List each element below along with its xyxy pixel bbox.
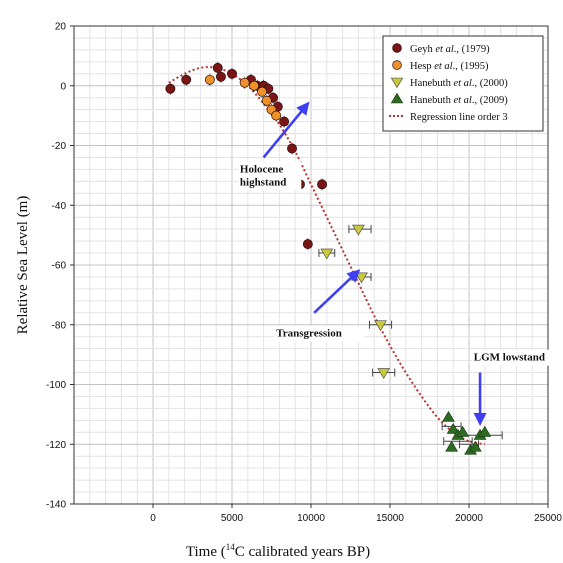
data-point bbox=[165, 83, 176, 94]
x-axis-title: Time (14C calibrated years BP) bbox=[186, 542, 370, 560]
annotation-3: LGM lowstand bbox=[471, 349, 555, 426]
y-tick-label: -80 bbox=[52, 320, 67, 331]
legend-marker bbox=[392, 60, 402, 70]
data-point bbox=[227, 68, 237, 79]
annotation-label: Holocene bbox=[240, 163, 283, 175]
annotation-arrow bbox=[262, 101, 310, 159]
legend-box bbox=[382, 35, 544, 132]
data-point bbox=[257, 86, 267, 97]
x-tick-label: 20000 bbox=[455, 513, 483, 524]
x-tick-label: 0 bbox=[150, 513, 156, 524]
y-tick-label: 0 bbox=[60, 81, 66, 92]
data-point bbox=[446, 422, 460, 434]
data-point bbox=[181, 74, 192, 85]
y-tick-label: -100 bbox=[46, 380, 66, 391]
annotation-2: Transgression bbox=[274, 269, 365, 342]
x-tick-label: 15000 bbox=[376, 513, 404, 524]
data-point bbox=[239, 77, 250, 88]
data-point bbox=[204, 74, 215, 85]
y-tick-label: 20 bbox=[55, 22, 67, 33]
data-point bbox=[456, 425, 470, 437]
annotation-label: LGM lowstand bbox=[474, 352, 545, 364]
legend-entry-regression: Regression line order 3 bbox=[410, 112, 508, 123]
annotation-background bbox=[471, 349, 555, 366]
y-tick-label: -120 bbox=[46, 440, 66, 451]
series-4 bbox=[442, 410, 492, 455]
data-point bbox=[442, 410, 455, 422]
data-point bbox=[215, 71, 226, 82]
data-point bbox=[355, 272, 368, 284]
x-tick-label: 25000 bbox=[534, 513, 562, 524]
data-point bbox=[377, 368, 391, 380]
series-3 bbox=[320, 224, 391, 380]
legend-entry: Hanebuth et al., (2000) bbox=[410, 78, 508, 89]
data-point bbox=[468, 440, 482, 452]
y-tick-label: -40 bbox=[52, 201, 67, 212]
x-tick-label: 5000 bbox=[221, 513, 244, 524]
annotation-label: highstand bbox=[240, 176, 286, 188]
y-tick-label: -60 bbox=[52, 261, 67, 272]
legend-entry: Hesp et al., (1995) bbox=[410, 61, 489, 72]
annotation-background bbox=[274, 325, 365, 342]
error-bar bbox=[443, 437, 473, 446]
legend: Geyh et al., (1979) Hesp et al., (1995) Ha… bbox=[382, 35, 544, 132]
y-tick-label: -140 bbox=[46, 500, 66, 511]
x-tick-label: 10000 bbox=[297, 513, 325, 524]
annotation-background bbox=[237, 161, 302, 191]
y-axis-title: Relative Sea Level (m) bbox=[15, 196, 31, 335]
data-point bbox=[271, 110, 282, 121]
data-point bbox=[445, 440, 459, 452]
annotation-arrow bbox=[313, 269, 361, 314]
series-2 bbox=[204, 73, 282, 122]
data-point bbox=[351, 224, 365, 236]
legend-marker bbox=[390, 77, 404, 89]
data-point bbox=[317, 179, 328, 190]
y-tick-label: -20 bbox=[52, 141, 67, 152]
axis-ticks: 0 5000 10000 15000 20000 25000 20 0 -20 -40 -60 -80… bbox=[46, 22, 562, 525]
legend-entry: Hanebuth et al., (2009) bbox=[410, 95, 508, 106]
data-point bbox=[287, 143, 297, 154]
legend-entry: Geyh et al., (1979) bbox=[410, 44, 490, 55]
data-point bbox=[374, 320, 387, 332]
data-point bbox=[478, 425, 492, 437]
annotation-label: Transgression bbox=[276, 328, 342, 340]
legend-marker bbox=[392, 43, 402, 53]
data-point bbox=[302, 239, 313, 250]
data-point bbox=[320, 248, 334, 260]
legend-marker bbox=[390, 92, 404, 104]
data-points bbox=[165, 61, 492, 455]
data-point bbox=[261, 95, 272, 106]
data-point bbox=[279, 116, 290, 127]
series-1 bbox=[165, 61, 328, 251]
data-point bbox=[249, 80, 260, 91]
grid bbox=[73, 25, 549, 505]
data-point bbox=[212, 62, 223, 73]
